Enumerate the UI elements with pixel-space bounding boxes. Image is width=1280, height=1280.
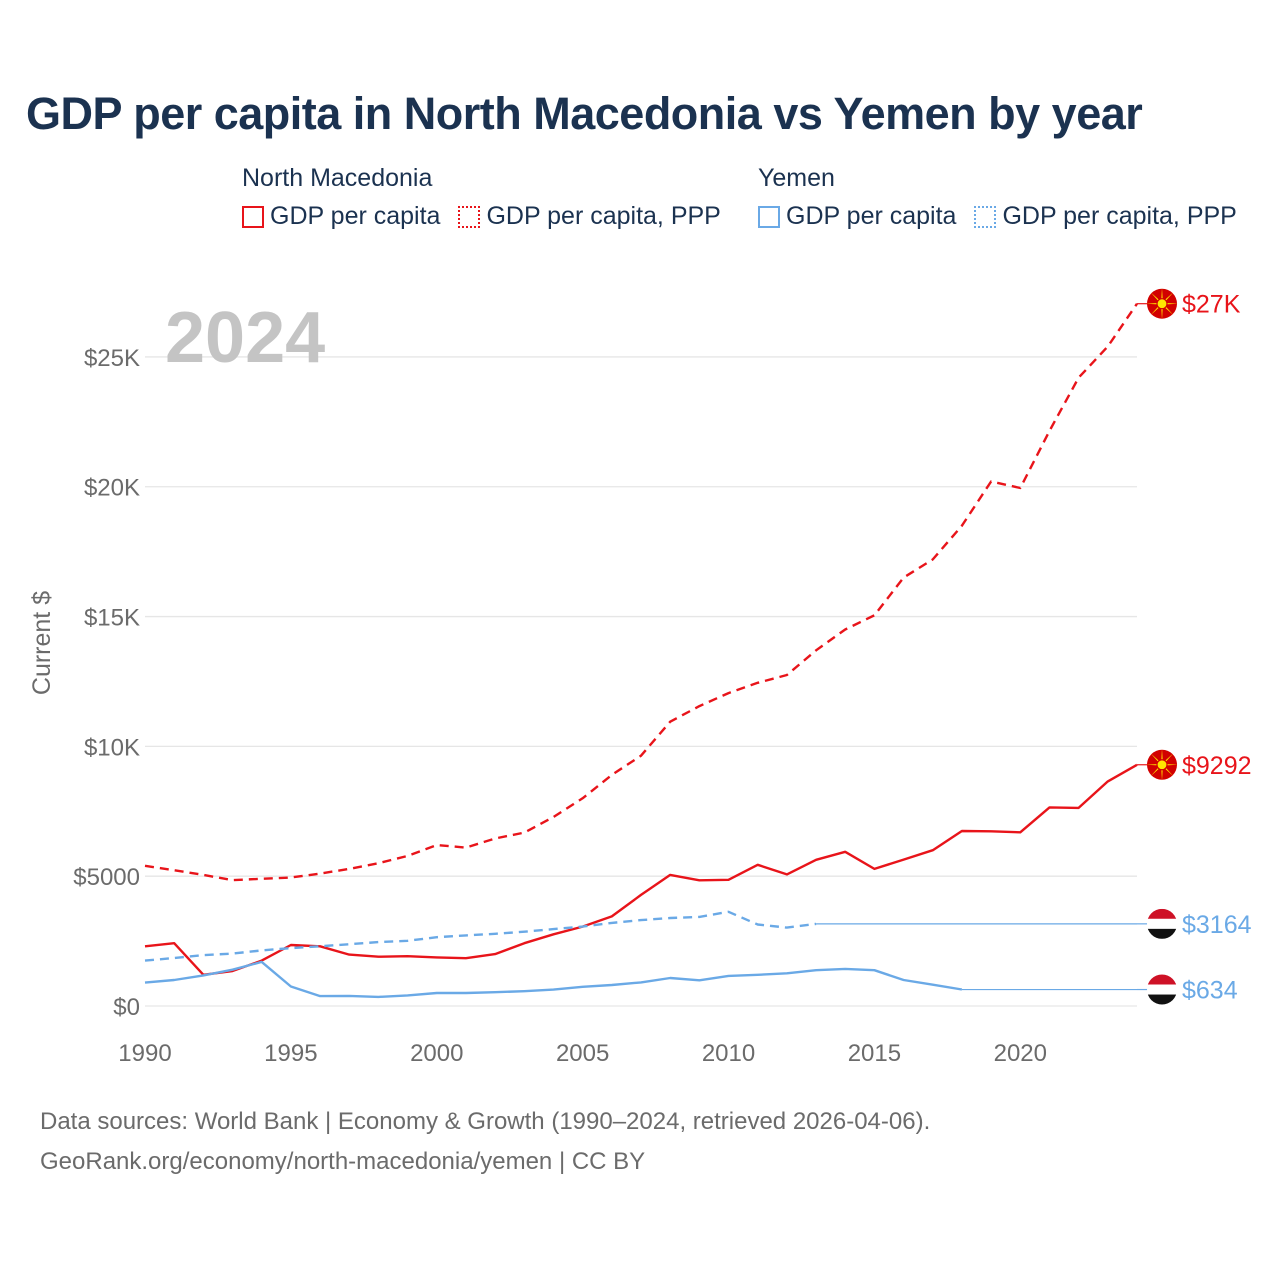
x-tick-label: 1990	[118, 1040, 171, 1067]
flag-ray	[1164, 292, 1174, 302]
flag-ray	[1161, 748, 1163, 761]
flag-band	[1147, 928, 1177, 939]
flag-ray	[1150, 753, 1160, 763]
flag-band	[1147, 984, 1177, 995]
flag-ray	[1165, 764, 1178, 766]
flag-band	[1147, 918, 1177, 929]
legend-item-label: GDP per capita, PPP	[1002, 202, 1237, 230]
flag-sun	[1156, 759, 1168, 771]
y-tick-label: $10K	[84, 734, 140, 761]
legend-item-ye-gdp-ppp[interactable]: GDP per capita, PPP	[974, 202, 1237, 231]
flag-ray	[1161, 287, 1163, 300]
flag-band	[1147, 908, 1177, 919]
end-value-label: $27K	[1182, 291, 1241, 319]
y-tick-label: $0	[113, 994, 140, 1021]
flag-ray	[1150, 292, 1160, 302]
legend-group-name: North Macedonia	[242, 164, 433, 192]
north-macedonia-flag-icon	[1146, 287, 1178, 320]
flag-ray	[1164, 767, 1174, 777]
series-line	[144, 303, 1138, 882]
legend-group-north-macedonia: North Macedonia GDP per capita GDP per c…	[242, 160, 721, 231]
flag-ray	[1161, 307, 1163, 320]
flag-ray	[1150, 767, 1160, 777]
flag-sun	[1156, 298, 1168, 310]
x-tick-label: 2015	[848, 1040, 901, 1067]
y-tick-label: $25K	[84, 345, 140, 372]
flag-ray	[1161, 768, 1163, 781]
north-macedonia-flag-icon	[1146, 748, 1178, 781]
footer-sources: Data sources: World Bank | Economy & Gro…	[40, 1108, 931, 1135]
yemen-flag-icon	[1147, 974, 1177, 1005]
legend-swatch-dotted-blue	[974, 205, 997, 228]
y-tick-label: $5000	[73, 864, 140, 891]
footer-credit: GeoRank.org/economy/north-macedonia/yeme…	[40, 1148, 646, 1175]
flag-band	[1147, 974, 1177, 985]
x-tick-label: 2000	[410, 1040, 463, 1067]
legend-item-nm-gdp[interactable]: GDP per capita	[242, 202, 440, 231]
legend-item-nm-gdp-ppp[interactable]: GDP per capita, PPP	[458, 202, 721, 231]
flag-ray	[1164, 753, 1174, 763]
x-tick-label: 2020	[994, 1040, 1047, 1067]
legend-item-label: GDP per capita	[270, 202, 441, 230]
x-tick-label: 1995	[264, 1040, 317, 1067]
y-tick-label: $15K	[84, 605, 140, 632]
series-line	[144, 763, 1138, 976]
end-value-label: $9292	[1182, 752, 1252, 780]
x-tick-label: 2010	[702, 1040, 755, 1067]
flag-ray	[1165, 303, 1178, 305]
legend-swatch-solid-red	[242, 205, 264, 228]
legend-item-label: GDP per capita	[786, 202, 957, 230]
legend-swatch-solid-blue	[758, 205, 780, 228]
legend-item-label: GDP per capita, PPP	[486, 202, 721, 230]
legend-group-yemen: Yemen GDP per capita GDP per capita, PPP	[758, 160, 1237, 231]
x-tick-label: 2005	[556, 1040, 609, 1067]
y-axis-label: Current $	[28, 591, 56, 695]
yemen-flag-icon	[1147, 908, 1177, 939]
legend-item-ye-gdp[interactable]: GDP per capita	[758, 202, 956, 231]
chart-title: GDP per capita in North Macedonia vs Yem…	[26, 88, 1143, 139]
y-tick-label: $20K	[84, 475, 140, 502]
flag-ray	[1164, 306, 1174, 315]
end-value-label: $634	[1182, 977, 1238, 1005]
flag-band	[1147, 994, 1177, 1005]
series-line	[144, 960, 963, 999]
year-watermark: 2024	[165, 298, 325, 378]
legend-group-name: Yemen	[758, 164, 835, 192]
flag-ray	[1146, 303, 1159, 305]
flag-ray	[1150, 306, 1160, 315]
legend-swatch-dotted-red	[458, 205, 481, 228]
series-line	[144, 910, 817, 962]
flag-ray	[1146, 764, 1159, 766]
end-value-label: $3164	[1182, 911, 1252, 939]
